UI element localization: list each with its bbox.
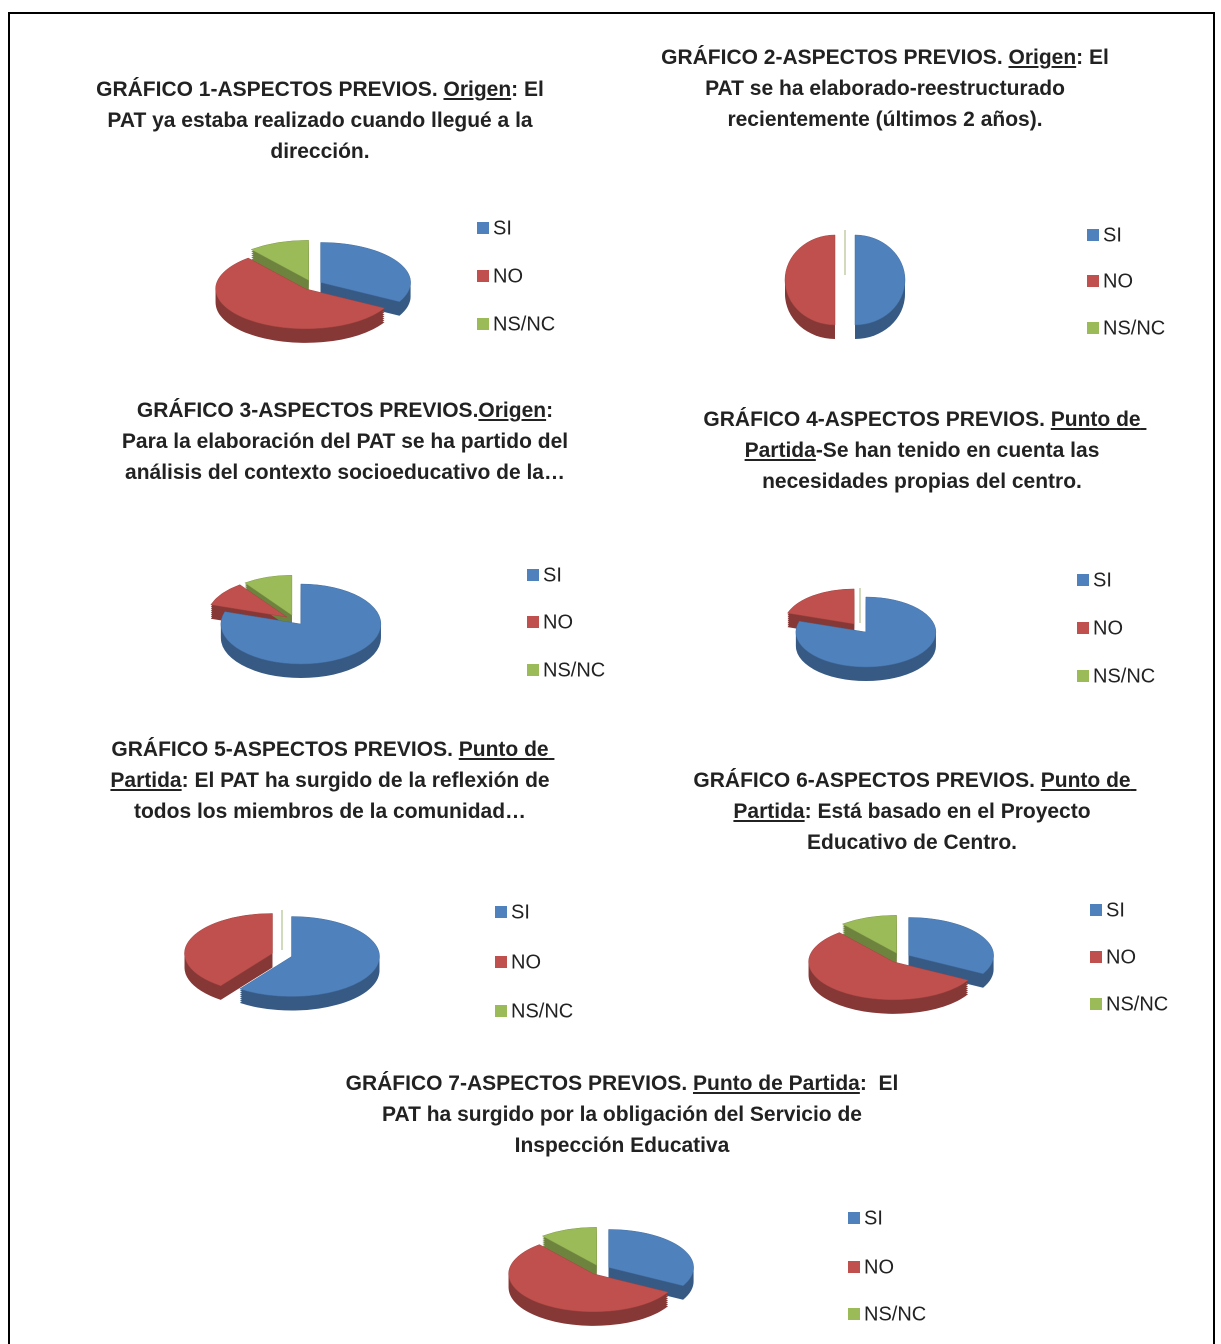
legend-swatch xyxy=(848,1261,860,1273)
legend-swatch xyxy=(848,1308,860,1320)
legend-label: SI xyxy=(1103,224,1122,246)
legend-label: NO xyxy=(511,951,541,973)
title-part: Origen xyxy=(443,78,512,101)
pie-slice xyxy=(608,1229,694,1287)
title-part: : El PAT ya estaba realizado cuando lleg… xyxy=(107,78,550,163)
legend-swatch xyxy=(495,906,507,918)
title-part: Punto de Partida xyxy=(110,738,555,792)
pie-slice xyxy=(220,583,382,665)
legend-label: NS/NC xyxy=(543,659,605,681)
legend-label: NS/NC xyxy=(1093,665,1155,687)
title-part: GRÁFICO 4-ASPECTOS PREVIOS. xyxy=(703,408,1051,431)
pie-slice xyxy=(508,1244,669,1313)
pie-slice xyxy=(320,242,411,302)
legend-swatch xyxy=(1090,904,1102,916)
chart-title: GRÁFICO 1-ASPECTOS PREVIOS. Origen: El P… xyxy=(90,74,550,167)
pie-slice xyxy=(808,932,969,1001)
legend-label: SI xyxy=(543,564,562,586)
chart-title: GRÁFICO 5-ASPECTOS PREVIOS. Punto de Par… xyxy=(110,734,550,827)
title-part: GRÁFICO 6-ASPECTOS PREVIOS. xyxy=(693,769,1041,792)
legend-label: NO xyxy=(1103,270,1133,292)
pie-slice xyxy=(239,916,380,997)
legend-label: NO xyxy=(493,265,523,287)
chart-title: GRÁFICO 2-ASPECTOS PREVIOS. Origen: El P… xyxy=(655,42,1115,135)
legend-swatch xyxy=(477,270,489,282)
legend-swatch xyxy=(1087,229,1099,241)
title-part: GRÁFICO 3-ASPECTOS PREVIOS. xyxy=(136,399,479,422)
title-part: Punto de Partida xyxy=(744,408,1147,462)
legend-label: SI xyxy=(864,1207,883,1229)
legend-label: SI xyxy=(1093,569,1112,591)
title-part: GRÁFICO 7-ASPECTOS PREVIOS. xyxy=(345,1072,693,1095)
pie-slice xyxy=(854,234,906,326)
pie-slice xyxy=(784,234,836,326)
legend-label: NO xyxy=(1106,946,1136,968)
title-part: Origen xyxy=(478,399,547,422)
pie-slice xyxy=(541,1227,597,1266)
legend-swatch xyxy=(1077,574,1089,586)
legend-swatch xyxy=(477,318,489,330)
legend-swatch xyxy=(1087,275,1099,287)
legend-swatch xyxy=(495,1005,507,1017)
chart-title: GRÁFICO 6-ASPECTOS PREVIOS. Punto de Par… xyxy=(682,765,1142,858)
title-part: GRÁFICO 2-ASPECTOS PREVIOS. xyxy=(661,46,1009,69)
pie-slice xyxy=(184,913,273,987)
legend-label: NS/NC xyxy=(511,1000,573,1022)
pie-slice xyxy=(250,240,309,281)
legend-label: SI xyxy=(1106,899,1125,921)
title-part: : El PAT ha surgido de la reflexión de t… xyxy=(133,769,556,823)
legend-swatch xyxy=(1090,951,1102,963)
legend-label: NS/NC xyxy=(864,1303,926,1325)
title-part: Punto de Partida xyxy=(692,1072,860,1095)
pie-slice xyxy=(787,588,855,625)
legend-swatch xyxy=(527,616,539,628)
title-part: : El PAT se ha elaborado-reestructurado … xyxy=(705,46,1115,131)
legend-swatch xyxy=(848,1212,860,1224)
legend-swatch xyxy=(1087,322,1099,334)
legend-label: SI xyxy=(511,901,530,923)
title-part: : Está basado en el Proyecto Educativo d… xyxy=(804,800,1097,854)
legend-swatch xyxy=(1090,998,1102,1010)
title-part: -Se han tenido en cuenta las necesidades… xyxy=(762,439,1106,493)
legend-label: NO xyxy=(543,611,573,633)
legend-swatch xyxy=(527,664,539,676)
title-part: GRÁFICO 5-ASPECTOS PREVIOS. xyxy=(111,738,459,761)
legend-label: NO xyxy=(864,1256,894,1278)
legend-label: NS/NC xyxy=(1106,993,1168,1015)
legend-label: NO xyxy=(1093,617,1123,639)
title-part: : El PAT ha surgido por la obligación de… xyxy=(382,1072,905,1157)
legend-swatch xyxy=(477,222,489,234)
legend-swatch xyxy=(527,569,539,581)
legend-swatch xyxy=(1077,670,1089,682)
title-part: : Para la elaboración del PAT se ha part… xyxy=(121,399,574,484)
legend-swatch xyxy=(495,956,507,968)
legend-label: SI xyxy=(493,217,512,239)
title-part: Origen xyxy=(1008,46,1077,69)
pie-slice xyxy=(908,917,994,975)
frame xyxy=(8,12,1215,1344)
chart-title: GRÁFICO 3-ASPECTOS PREVIOS.Origen: Para … xyxy=(115,395,575,488)
title-part: Punto de Partida xyxy=(733,769,1137,823)
legend-label: NS/NC xyxy=(1103,317,1165,339)
pie-slice xyxy=(215,257,386,330)
pie-slice xyxy=(244,574,293,616)
chart-title: GRÁFICO 7-ASPECTOS PREVIOS. Punto de Par… xyxy=(342,1068,902,1161)
pie-slice xyxy=(795,596,937,668)
pie-slice xyxy=(841,915,897,954)
legend-swatch xyxy=(1077,622,1089,634)
chart-title: GRÁFICO 4-ASPECTOS PREVIOS. Punto de Par… xyxy=(702,404,1142,497)
title-part: GRÁFICO 1-ASPECTOS PREVIOS. xyxy=(96,78,444,101)
pie-slice xyxy=(210,584,288,618)
legend-label: NS/NC xyxy=(493,313,555,335)
